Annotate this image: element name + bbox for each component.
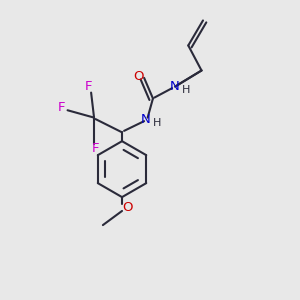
Text: H: H — [153, 118, 161, 128]
Text: O: O — [134, 70, 144, 83]
Text: N: N — [141, 112, 151, 126]
Text: O: O — [122, 201, 133, 214]
Text: N: N — [170, 80, 180, 93]
Text: F: F — [58, 101, 65, 114]
Text: H: H — [182, 85, 190, 95]
Text: F: F — [84, 80, 92, 93]
Text: F: F — [92, 142, 99, 155]
